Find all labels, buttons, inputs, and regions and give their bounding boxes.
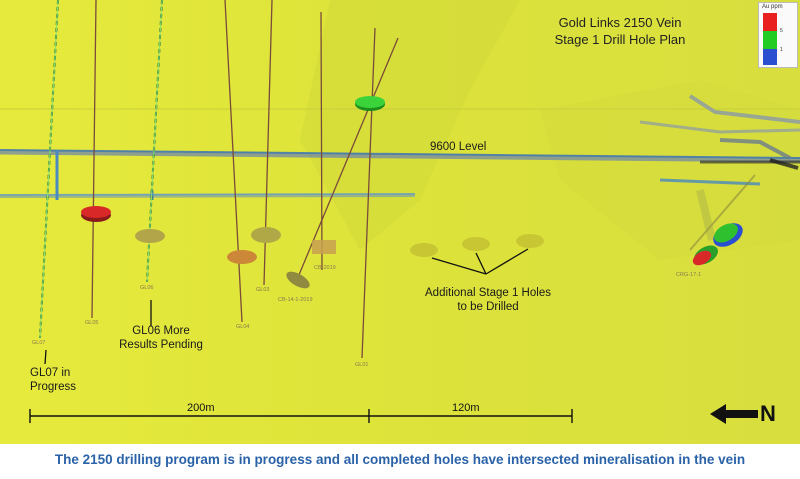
map-title-line1: Gold Links 2150 Vein (558, 15, 682, 30)
north-label: N (760, 401, 776, 426)
hole-label-gl04: GL04 (236, 324, 250, 330)
gl07-annotation: GL07 in Progress (30, 366, 76, 394)
lower-drift (0, 193, 416, 198)
map-background (0, 0, 800, 444)
cb14-intercept (286, 271, 310, 289)
gl03-intercept (251, 227, 281, 243)
gl07-trace-core (39, 0, 59, 339)
legend-value-1: 1 (780, 47, 783, 53)
hole-label-gl01: GL01 (355, 362, 369, 368)
gl07-annotation-line2: Progress (30, 381, 77, 393)
additional-holes-line2: to be Drilled (457, 301, 519, 313)
figure-caption: The 2150 drilling program is in progress… (54, 452, 746, 467)
hole-label-crg: CRG-17-1 (676, 272, 702, 278)
legend-value-5: 5 (780, 28, 783, 34)
gl06-intercept (135, 229, 165, 243)
planned-hole-2 (462, 237, 490, 251)
planned-hole-1 (410, 243, 438, 257)
hole-label-gl05: GL05 (85, 320, 99, 326)
intercepts (81, 96, 743, 289)
gl06-annotation: GL06 More Results Pending (118, 324, 204, 352)
legend-swatch-mid (763, 31, 777, 49)
additional-holes-line1: Additional Stage 1 Holes (425, 287, 551, 299)
pointer-lines (44, 248, 529, 365)
map-title-line2: Stage 1 Drill Hole Plan (554, 32, 686, 47)
map-title: Gold Links 2150 Vein Stage 1 Drill Hole … (520, 14, 720, 48)
additional-holes-annotation: Additional Stage 1 Holes to be Drilled (412, 286, 564, 314)
terrain-shading (300, 0, 520, 250)
hole-label-cb-a: CB-14-1-2019 (278, 297, 313, 303)
gl04-trace (224, 0, 243, 323)
legend-swatch-low (763, 49, 777, 65)
legend-swatch-high (763, 13, 777, 31)
gl05-trace (91, 0, 97, 319)
gl06-annotation-line1: GL06 More (132, 325, 190, 337)
terrain-shading-2 (540, 80, 800, 260)
gl01-trace (361, 27, 376, 359)
level-label: 9600 Level (430, 141, 487, 153)
gl04-intercept (227, 250, 257, 264)
scale-label-120m: 120m (452, 402, 480, 414)
hole-label-gl07: GL07 (32, 340, 46, 346)
east-workings (639, 94, 800, 251)
level-9600-drift (0, 149, 800, 163)
scale-bar (29, 409, 573, 423)
cb-trace-a (320, 11, 323, 271)
scale-label-200m: 200m (187, 402, 215, 414)
hole-label-gl03: GL03 (256, 287, 270, 293)
gl07-annotation-line1: GL07 in (30, 367, 71, 379)
hole-label-cb-b: CB-2019 (314, 265, 336, 271)
gl06-annotation-line2: Results Pending (119, 339, 203, 351)
grade-legend: Au ppm 5 1 (758, 2, 798, 68)
planned-hole-3 (516, 234, 544, 248)
cb-intercept (312, 240, 336, 254)
legend-title: Au ppm (762, 4, 783, 10)
north-arrow-icon (710, 404, 758, 424)
hole-label-gl06: GL06 (140, 285, 154, 291)
